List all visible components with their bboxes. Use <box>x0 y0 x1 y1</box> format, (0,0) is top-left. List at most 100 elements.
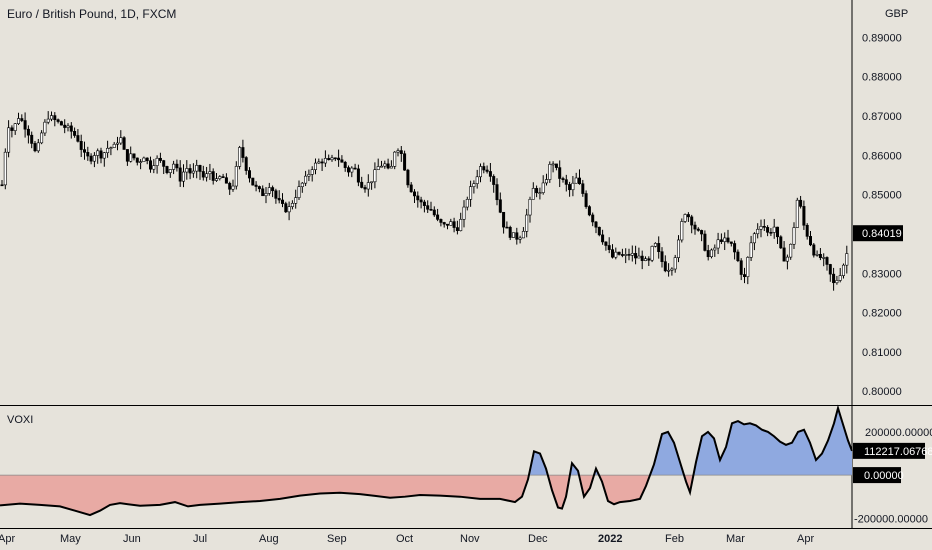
candle-body <box>766 227 770 233</box>
voxi-positive-area <box>528 408 852 476</box>
candle-body <box>792 227 796 245</box>
price-tick-label: 0.82000 <box>862 308 902 320</box>
candle-body <box>96 150 100 156</box>
candle-body <box>637 255 641 259</box>
candle-body <box>709 249 713 258</box>
voxi-tick-label: 200000.00000 <box>865 427 932 439</box>
candle-body <box>630 253 634 256</box>
candle-body <box>561 178 565 180</box>
candle-body <box>640 255 644 261</box>
candle-body <box>584 193 588 207</box>
candle-body <box>228 182 232 190</box>
candle-body <box>106 147 110 154</box>
candle-body <box>667 269 671 272</box>
candle-body <box>673 257 677 270</box>
candle-body <box>752 233 756 244</box>
candle-body <box>366 182 370 190</box>
candle-body <box>0 184 4 187</box>
candle-body <box>195 165 199 172</box>
candle-body <box>772 226 776 233</box>
candle-body <box>597 226 601 236</box>
candle-body <box>406 169 410 186</box>
price-tick-label: 0.87000 <box>862 111 902 123</box>
candle-body <box>828 264 832 275</box>
candle-body <box>700 230 704 235</box>
candle-body <box>224 177 228 184</box>
candle-body <box>320 161 324 164</box>
candle-body <box>564 179 568 185</box>
voxi-zero-label: 0.00000 <box>864 470 904 482</box>
candle-body <box>221 176 225 178</box>
candle-body <box>815 253 819 256</box>
candle-body <box>478 166 482 178</box>
candle-body <box>729 241 733 244</box>
candle-body <box>601 234 605 243</box>
price-tick-label: 0.81000 <box>862 347 902 359</box>
candle-body <box>182 171 186 182</box>
candle-body <box>132 153 136 159</box>
candle-body <box>333 157 337 160</box>
candle-body <box>775 226 779 238</box>
candle-body <box>175 163 179 169</box>
candle-body <box>16 118 20 124</box>
candle-body <box>79 141 83 150</box>
candle-body <box>33 143 37 152</box>
candle-body <box>693 224 697 230</box>
candle-body <box>244 157 248 171</box>
candle-body <box>508 226 512 238</box>
candle-body <box>109 147 113 149</box>
candle-body <box>370 181 374 184</box>
candle-body <box>696 228 700 231</box>
candle-body <box>505 226 509 229</box>
candle-body <box>518 237 522 240</box>
candle-body <box>620 254 624 256</box>
time-tick-label: Sep <box>327 533 347 545</box>
candle-body <box>287 206 291 213</box>
candle-body <box>191 170 195 174</box>
candle-body <box>472 183 476 187</box>
candle-body <box>445 223 449 226</box>
candle-body <box>643 258 647 261</box>
candle-body <box>383 163 387 167</box>
candle-body <box>46 118 50 123</box>
candle-body <box>264 193 268 197</box>
candle-body <box>531 188 535 200</box>
candle-body <box>307 174 311 177</box>
candle-body <box>178 167 182 182</box>
candle-body <box>412 191 416 197</box>
voxi-value-badge <box>853 442 925 459</box>
candle-body <box>713 247 717 251</box>
candle-body <box>742 274 746 278</box>
candle-body <box>373 169 377 183</box>
last-price-badge <box>853 225 903 242</box>
candle-body <box>56 119 60 122</box>
candle-body <box>782 247 786 262</box>
candle-body <box>396 150 400 153</box>
candle-body <box>541 182 545 193</box>
candle-body <box>439 219 443 223</box>
candle-body <box>353 167 357 170</box>
candle-body <box>83 149 87 153</box>
time-tick-label: Feb <box>665 533 684 545</box>
candle-body <box>3 151 7 186</box>
candle-body <box>627 254 631 256</box>
candle-body <box>624 254 628 256</box>
candle-body <box>653 243 657 247</box>
candle-body <box>267 187 271 194</box>
candle-body <box>459 219 463 231</box>
candle-body <box>841 264 845 276</box>
candle-body <box>617 251 621 255</box>
candle-body <box>835 280 839 284</box>
candle-body <box>604 241 608 246</box>
candle-body <box>356 168 360 183</box>
candle-body <box>789 243 793 258</box>
candle-body <box>155 157 159 166</box>
candle-body <box>389 166 393 169</box>
candle-body <box>670 268 674 271</box>
candle-body <box>676 239 680 258</box>
candle-body <box>455 227 459 231</box>
candle-body <box>587 206 591 216</box>
candle-body <box>719 239 723 242</box>
candle-body <box>475 176 479 184</box>
